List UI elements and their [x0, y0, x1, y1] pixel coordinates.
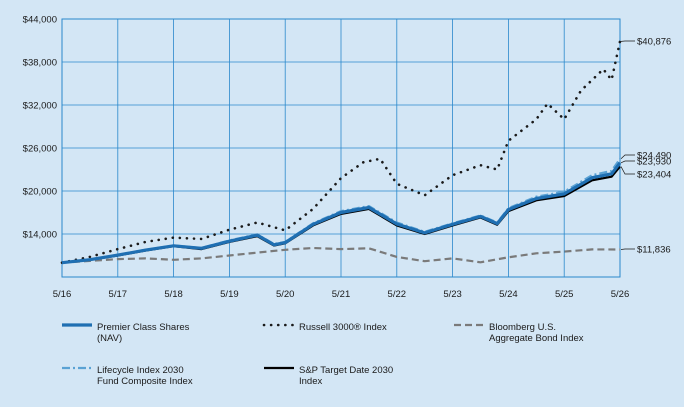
- legend-label-line: Russell 3000® Index: [299, 322, 387, 333]
- x-tick-label: 5/24: [499, 289, 518, 300]
- legend-label: Russell 3000® Index: [299, 322, 387, 333]
- x-tick-label: 5/20: [276, 289, 295, 300]
- y-tick-label: $26,000: [23, 144, 57, 155]
- legend-label-line: Index: [299, 376, 322, 387]
- end-value-label: $40,876: [637, 37, 671, 48]
- legend-label-line: Lifecycle Index 2030: [97, 365, 184, 376]
- end-value-leader: [621, 167, 635, 174]
- y-tick-label: $20,000: [23, 187, 57, 198]
- x-tick-label: 5/25: [555, 289, 574, 300]
- end-value-label: $23,404: [637, 170, 671, 181]
- end-value-leader: [621, 161, 635, 163]
- y-tick-label: $14,000: [23, 230, 57, 241]
- end-value-label: $23,930: [637, 157, 671, 168]
- legend-label-line: S&P Target Date 2030: [299, 365, 393, 376]
- x-tick-label: 5/23: [443, 289, 462, 300]
- legend-label: Premier Class Shares(NAV): [97, 322, 190, 344]
- legend-label-line: Aggregate Bond Index: [489, 333, 584, 344]
- end-value-leader: [621, 155, 635, 159]
- end-value-leader: [621, 249, 635, 250]
- legend-label-line: Premier Class Shares: [97, 322, 190, 333]
- x-tick-label: 5/19: [220, 289, 239, 300]
- legend-label: Bloomberg U.S.Aggregate Bond Index: [489, 322, 584, 344]
- x-tick-label: 5/22: [388, 289, 407, 300]
- end-value-label: $11,836: [637, 245, 671, 256]
- legend-label-line: (NAV): [97, 333, 122, 344]
- y-tick-label: $44,000: [23, 15, 57, 26]
- legend-label-line: Bloomberg U.S.: [489, 322, 556, 333]
- y-tick-label: $32,000: [23, 101, 57, 112]
- x-tick-label: 5/21: [332, 289, 351, 300]
- x-tick-label: 5/16: [53, 289, 72, 300]
- y-tick-label: $38,000: [23, 58, 57, 69]
- x-tick-label: 5/17: [109, 289, 128, 300]
- x-tick-label: 5/18: [164, 289, 183, 300]
- x-tick-label: 5/26: [611, 289, 630, 300]
- legend-label-line: Fund Composite Index: [97, 376, 193, 387]
